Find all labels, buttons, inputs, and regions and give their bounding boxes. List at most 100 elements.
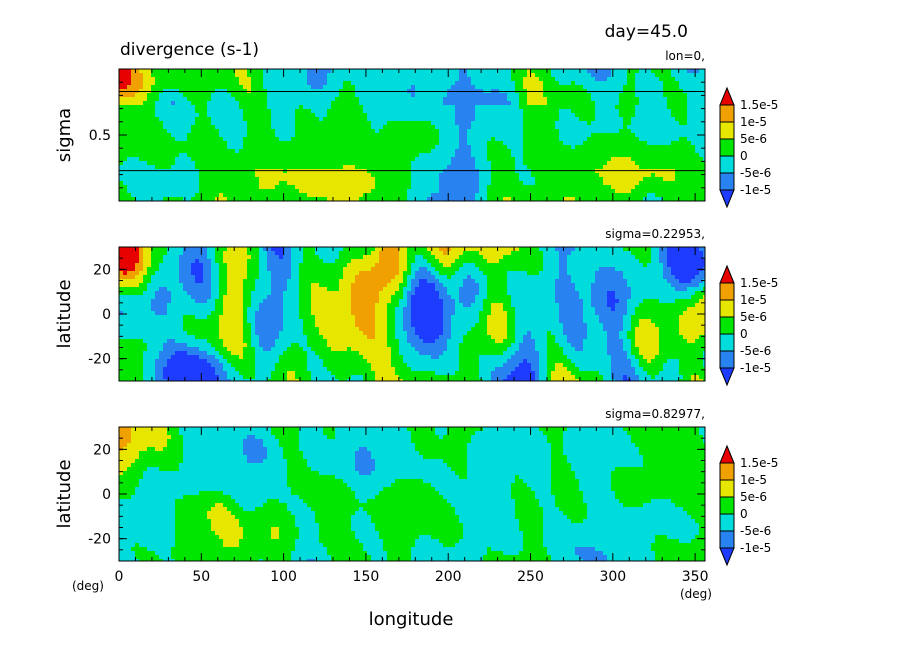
heatmap-cell xyxy=(463,149,467,153)
heatmap-cell xyxy=(175,247,179,251)
heatmap-cell xyxy=(387,141,391,145)
heatmap-cell xyxy=(223,173,227,177)
heatmap-cell xyxy=(635,77,639,81)
heatmap-cell xyxy=(335,117,339,121)
heatmap-cell xyxy=(463,77,467,81)
heatmap-cell xyxy=(323,141,327,145)
heatmap-cell xyxy=(607,77,611,81)
heatmap-cell xyxy=(183,145,187,149)
heatmap-cell xyxy=(543,97,547,101)
heatmap-cell xyxy=(635,177,639,181)
heatmap-cell xyxy=(667,149,671,153)
heatmap-cell xyxy=(495,109,499,113)
heatmap-cell xyxy=(327,129,331,133)
heatmap-cell xyxy=(215,69,219,73)
heatmap-cell xyxy=(495,125,499,129)
heatmap-cell xyxy=(419,93,423,97)
heatmap-cell xyxy=(539,113,543,117)
heatmap-cell xyxy=(379,137,383,141)
heatmap-cell xyxy=(391,93,395,97)
heatmap-cell xyxy=(647,141,651,145)
heatmap-cell xyxy=(315,145,319,149)
heatmap-cell xyxy=(519,121,523,125)
heatmap-cell xyxy=(503,173,507,177)
heatmap-cell xyxy=(687,165,691,169)
heatmap-cell xyxy=(239,117,243,121)
heatmap-cell xyxy=(639,193,643,197)
heatmap-cell xyxy=(171,165,175,169)
heatmap-cell xyxy=(539,197,543,201)
heatmap-cell xyxy=(367,173,371,177)
heatmap-cell xyxy=(123,141,127,145)
heatmap-cell xyxy=(631,181,635,185)
heatmap-cell xyxy=(223,77,227,81)
heatmap-cell xyxy=(655,149,659,153)
heatmap-cell xyxy=(259,77,263,81)
heatmap-cell xyxy=(223,247,227,251)
heatmap-cell xyxy=(435,125,439,129)
heatmap-cell xyxy=(419,137,423,141)
heatmap-cell xyxy=(591,181,595,185)
heatmap-cell xyxy=(307,165,311,169)
heatmap-cell xyxy=(239,97,243,101)
heatmap-cell xyxy=(635,129,639,133)
heatmap-cell xyxy=(171,81,175,85)
heatmap-cell xyxy=(511,97,515,101)
heatmap-cell xyxy=(523,105,527,109)
heatmap-cell xyxy=(579,85,583,89)
heatmap-cell xyxy=(303,121,307,125)
heatmap-cell xyxy=(347,105,351,109)
heatmap-cell xyxy=(339,185,343,189)
heatmap-cell xyxy=(203,101,207,105)
heatmap-cell xyxy=(363,81,367,85)
heatmap-cell xyxy=(355,69,359,73)
heatmap-cell xyxy=(403,105,407,109)
heatmap-cell xyxy=(567,185,571,189)
heatmap-cell xyxy=(131,247,135,251)
heatmap-cell xyxy=(451,193,455,197)
heatmap-cell xyxy=(379,101,383,105)
heatmap-cell xyxy=(367,105,371,109)
heatmap-cell xyxy=(687,145,691,149)
heatmap-cell xyxy=(415,77,419,81)
heatmap-cell xyxy=(267,157,271,161)
heatmap-cell xyxy=(695,181,699,185)
heatmap-cell xyxy=(243,181,247,185)
heatmap-cell xyxy=(303,141,307,145)
heatmap-cell xyxy=(283,165,287,169)
heatmap-cell xyxy=(223,161,227,165)
heatmap-cell xyxy=(623,133,627,137)
heatmap-cell xyxy=(631,129,635,133)
heatmap-cell xyxy=(651,193,655,197)
heatmap-cell xyxy=(447,149,451,153)
heatmap-cell xyxy=(263,81,267,85)
heatmap-cell xyxy=(375,181,379,185)
heatmap-cell xyxy=(543,77,547,81)
heatmap-cell xyxy=(591,145,595,149)
heatmap-cell xyxy=(295,109,299,113)
heatmap-cell xyxy=(287,105,291,109)
heatmap-cell xyxy=(515,121,519,125)
heatmap-cell xyxy=(447,173,451,177)
heatmap-cell xyxy=(183,73,187,77)
heatmap-cell xyxy=(523,73,527,77)
heatmap-cell xyxy=(179,161,183,165)
heatmap-cell xyxy=(539,97,543,101)
heatmap-cell xyxy=(199,189,203,193)
heatmap-cell xyxy=(163,137,167,141)
heatmap-cell xyxy=(319,153,323,157)
heatmap-cell xyxy=(631,117,635,121)
heatmap-cell xyxy=(439,197,443,201)
heatmap-cell xyxy=(683,117,687,121)
heatmap-cell xyxy=(267,153,271,157)
heatmap-cell xyxy=(451,173,455,177)
heatmap-cell xyxy=(651,137,655,141)
heatmap-cell xyxy=(595,73,599,77)
heatmap-cell xyxy=(603,141,607,145)
heatmap-cell xyxy=(571,157,575,161)
heatmap-cell xyxy=(455,165,459,169)
heatmap-field xyxy=(119,247,705,381)
heatmap-cell xyxy=(359,113,363,117)
heatmap-cell xyxy=(675,145,679,149)
heatmap-cell xyxy=(671,145,675,149)
